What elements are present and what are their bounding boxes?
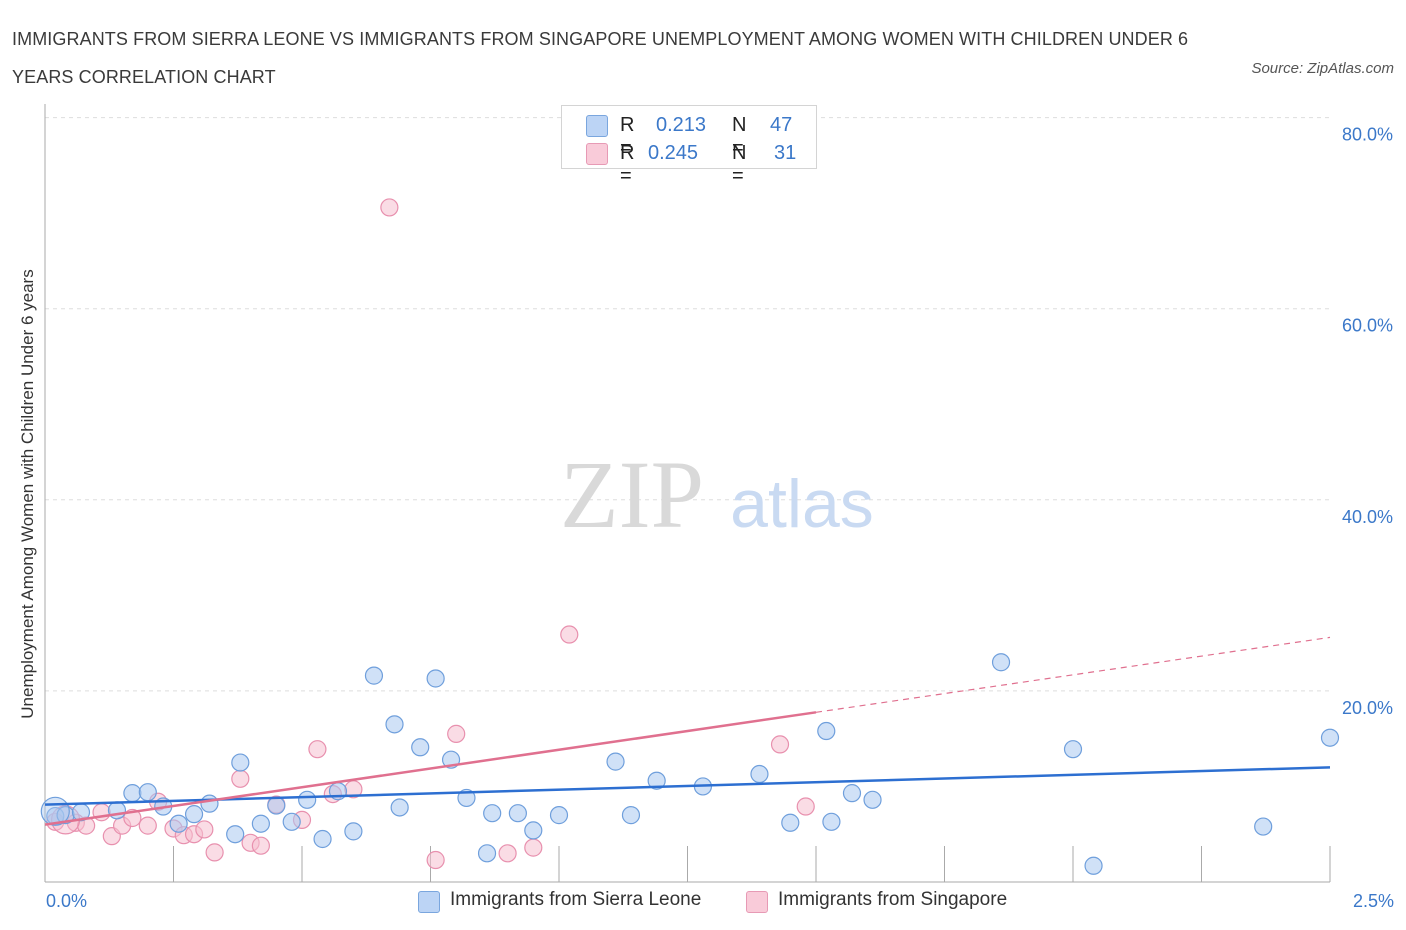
legend-n-value: 31 (774, 142, 797, 164)
singapore-point (231, 769, 250, 788)
sierra-leone-point (313, 829, 332, 849)
y-tick-label: 40.0% (1342, 507, 1393, 527)
y-axis-label: Unemployment Among Women with Children U… (18, 269, 37, 719)
sierra-leone-point (364, 666, 384, 685)
sierra-leone-point (817, 721, 836, 741)
singapore-point (524, 838, 543, 857)
singapore-point (380, 198, 399, 217)
sierra-leone-point (549, 806, 569, 825)
watermark-zip: ZIP (560, 441, 704, 548)
sierra-leone-point (1254, 817, 1273, 836)
trend-layer (44, 636, 1331, 826)
sierra-leone-point (621, 806, 641, 825)
legend-label: Immigrants from Singapore (778, 889, 1008, 910)
sierra-leone-point (781, 813, 800, 832)
chart-title: IMMIGRANTS FROM SIERRA LEONE VS IMMIGRAN… (12, 29, 1189, 87)
legend-swatch-pink (746, 891, 768, 913)
singapore-point (447, 724, 466, 743)
singapore-point (251, 836, 270, 855)
sierra-leone-point (282, 812, 301, 831)
singapore-point (195, 820, 214, 839)
sierra-leone-point (863, 790, 882, 809)
y-tick-label: 80.0% (1342, 125, 1393, 145)
sierra-leone-point (123, 784, 142, 803)
sierra-leone-point (426, 669, 445, 688)
sierra-leone-trend-line (44, 766, 1331, 806)
singapore-point (796, 797, 815, 816)
grid-layer (45, 117, 1330, 692)
legend-n-label: N = (732, 142, 747, 187)
singapore-trend-line (44, 711, 817, 826)
sierra-leone-point (169, 814, 188, 833)
legend-label: Immigrants from Sierra Leone (450, 889, 702, 910)
singapore-point (308, 740, 327, 759)
sierra-leone-point (1084, 856, 1103, 875)
x-tick-label-max: 2.5% (1352, 891, 1394, 911)
y-tick-label: 20.0% (1342, 698, 1393, 718)
legend-r-value: 0.245 (648, 142, 699, 164)
singapore-point (770, 735, 790, 754)
x-tick-label-min: 0.0% (46, 891, 88, 911)
sierra-leone-point (508, 804, 527, 823)
legend-n-label: N = (732, 114, 747, 159)
legend-swatch-blue (586, 115, 608, 137)
legend-r-label: R = (620, 114, 635, 159)
legend-swatch-blue (418, 891, 440, 913)
sierra-leone-point (750, 764, 769, 784)
sierra-leone-point (822, 812, 841, 831)
sierra-leone-point (200, 794, 219, 813)
singapore-point (498, 844, 517, 863)
sierra-leone-point (606, 752, 625, 771)
legend-n-value: 47 (770, 114, 793, 136)
sierra-leone-point (251, 814, 270, 833)
sierra-leone-point (390, 798, 409, 817)
watermark: ZIP atlas (560, 441, 874, 548)
y-tick-labels: 20.0% 40.0% 60.0% 80.0% (1342, 125, 1393, 718)
sierra-leone-point (231, 753, 250, 772)
sierra-leone-point (1063, 740, 1083, 759)
sierra-leone-point (344, 822, 363, 841)
sierra-leone-point (842, 784, 862, 803)
sierra-leone-point (477, 844, 497, 863)
sierra-leone-point (1320, 728, 1340, 747)
singapore-point (138, 816, 157, 835)
sierra-leone-point (267, 796, 286, 815)
sierra-leone-point (184, 805, 204, 824)
legend-swatch-pink (586, 143, 608, 165)
sierra-leone-point (138, 783, 157, 802)
sierra-leone-point (226, 825, 245, 844)
singapore-point (560, 625, 579, 644)
singapore-point (205, 843, 224, 862)
sierra-leone-point (524, 821, 543, 840)
source-label: Source: ZipAtlas.com (1251, 60, 1394, 77)
correlation-legend: R = 0.213 N = 47 R = 0.245 N = 31 (561, 105, 817, 187)
singapore-point (426, 850, 445, 870)
singapore-trend-extension (815, 636, 1331, 713)
legend-r-label: R = (620, 142, 635, 187)
legend-r-value: 0.213 (656, 114, 707, 136)
sierra-leone-point (991, 653, 1011, 672)
watermark-atlas: atlas (730, 466, 874, 542)
sierra-leone-point (647, 771, 666, 790)
y-tick-label: 60.0% (1342, 316, 1393, 336)
axes (44, 104, 1331, 883)
sierra-leone-point (298, 790, 317, 809)
sierra-leone-point (411, 738, 430, 757)
sierra-leone-point (385, 715, 404, 734)
sierra-leone-point (483, 804, 502, 823)
